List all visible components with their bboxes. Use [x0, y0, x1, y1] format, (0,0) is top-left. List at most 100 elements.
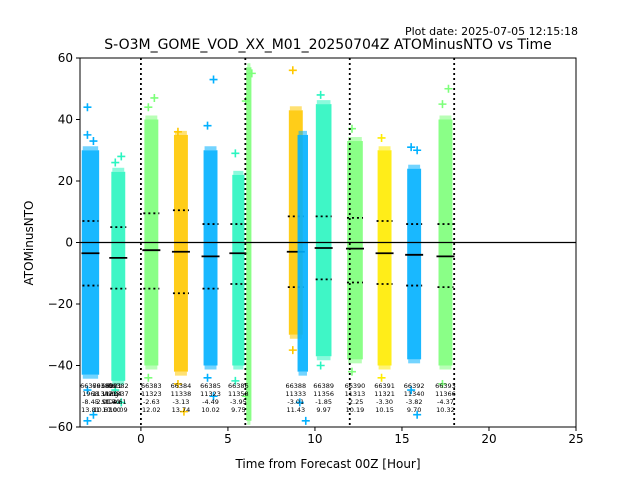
outlier-point	[295, 398, 304, 407]
band-stat-label: 66384	[171, 382, 192, 390]
band-stat-label: 66381	[101, 382, 122, 390]
stat-row-name: Avrg	[104, 390, 119, 398]
outlier-point	[438, 379, 447, 388]
band-stat-label: 10.00	[102, 406, 121, 414]
band-stat-label: 11366	[435, 390, 456, 398]
band-stat-label: 66389	[313, 382, 334, 390]
data-band-cap-bottom-6	[247, 420, 251, 425]
outlier-point	[347, 367, 356, 376]
band-stat-label: -2.63	[143, 398, 160, 406]
band-stat-label: -1.85	[315, 398, 332, 406]
band-stat-label: 66393	[435, 382, 456, 390]
data-band-cap-bottom-2	[145, 365, 158, 370]
band-stat-label: 66383	[141, 382, 162, 390]
band-stat-label: 10.67	[93, 406, 112, 414]
band-stat-label: 11321	[374, 390, 395, 398]
band-stat-label: 66386	[228, 382, 249, 390]
data-band-6	[246, 67, 252, 421]
chart-title: S-O3M_GOME_VOD_XX_M01_20250704Z ATOMinus…	[104, 37, 552, 53]
stat-row-name: Thr	[105, 382, 117, 390]
outlier-point	[377, 373, 386, 382]
data-band-4	[203, 150, 218, 366]
data-band-cap-top-13	[439, 115, 452, 120]
data-band-cap-top-10	[348, 137, 362, 142]
outlier-point	[288, 346, 297, 355]
band-stat-label: 66390	[345, 382, 366, 390]
band-stat-label: -3.01	[287, 398, 304, 406]
outlier-point	[173, 127, 182, 136]
band-stat-label: -3.13	[173, 398, 190, 406]
x-tick-label: 25	[568, 432, 583, 446]
outlier-point	[301, 416, 310, 425]
outlier-point	[413, 146, 422, 155]
y-tick-label: 60	[58, 51, 73, 65]
band-stat-label: -8.45	[82, 398, 99, 406]
data-band-cap-bottom-0	[82, 374, 99, 379]
data-band-12	[407, 168, 422, 360]
outlier-point	[407, 143, 416, 152]
data-band-cap-bottom-1	[112, 380, 125, 385]
outlier-point	[83, 103, 92, 112]
data-band-cap-top-5	[233, 170, 244, 175]
band-stat-label: 66392	[404, 382, 425, 390]
outlier-point	[83, 386, 92, 395]
band-stat-label: 12.02	[142, 406, 161, 414]
band-stat-label: 10.19	[346, 406, 365, 414]
data-band-cap-bottom-8	[298, 371, 307, 376]
band-stat-label: -2.01	[94, 398, 111, 406]
outlier-point	[89, 410, 98, 419]
outlier-point	[438, 100, 447, 109]
band-stat-label: 11358	[228, 390, 249, 398]
band-stat-label: 9.97	[316, 406, 330, 414]
x-tick-label: 5	[224, 432, 232, 446]
band-stat-label: 13.74	[172, 406, 191, 414]
band-stat-label: 66382	[108, 382, 129, 390]
outlier-point	[89, 137, 98, 146]
band-stat-label: 9.70	[407, 406, 421, 414]
outlier-point	[247, 69, 256, 78]
band-stat-label: -3.82	[406, 398, 423, 406]
data-band-5	[232, 174, 245, 366]
band-stat-label: -3.30	[376, 398, 393, 406]
data-band-cap-top-12	[408, 164, 421, 169]
data-band-cap-top-6	[247, 63, 251, 68]
band-stat-label: 11338	[171, 390, 192, 398]
data-band-cap-top-3	[174, 130, 187, 135]
band-stat-label: 11356	[313, 390, 334, 398]
band-stat-label: 11323	[141, 390, 162, 398]
outlier-point	[173, 379, 182, 388]
x-tick-label: 0	[137, 432, 145, 446]
x-tick-label: 20	[481, 432, 496, 446]
band-stat-label: 11340	[404, 390, 425, 398]
band-stat-label: -2.25	[347, 398, 364, 406]
outlier-point	[150, 93, 159, 102]
outlier-point	[144, 373, 153, 382]
band-stat-label: 11323	[200, 390, 221, 398]
data-band-cap-bottom-11	[378, 365, 391, 370]
outlier-point	[209, 75, 218, 84]
outlier-point	[209, 392, 218, 401]
data-band-cap-bottom-13	[439, 365, 452, 370]
data-band-cap-bottom-7	[289, 334, 302, 339]
y-tick-label: 20	[58, 174, 73, 188]
axes: 0 5 10 15 20 25 −60 −40 −20 0 20 40 60	[48, 51, 584, 446]
data-band-cap-bottom-4	[204, 365, 217, 370]
outlier-point	[111, 158, 120, 167]
data-band-cap-bottom-12	[408, 359, 421, 364]
band-stat-label: 66380	[92, 382, 113, 390]
band-stat-label: -3.95	[230, 398, 247, 406]
data-band-cap-top-11	[378, 146, 391, 151]
x-axis-label: Time from Forecast 00Z [Hour]	[234, 457, 420, 471]
data-band-cap-top-7	[289, 106, 302, 111]
outlier-point	[377, 133, 386, 142]
y-axis-label: ATOMinusNTO	[22, 201, 36, 286]
y-tick-label: 40	[58, 113, 73, 127]
band-stat-label: 9.75	[231, 406, 245, 414]
data-band-8	[297, 134, 308, 372]
band-stat-label: -4.61	[110, 398, 127, 406]
outlier-point	[83, 130, 92, 139]
data-band-cap-top-2	[145, 115, 158, 120]
